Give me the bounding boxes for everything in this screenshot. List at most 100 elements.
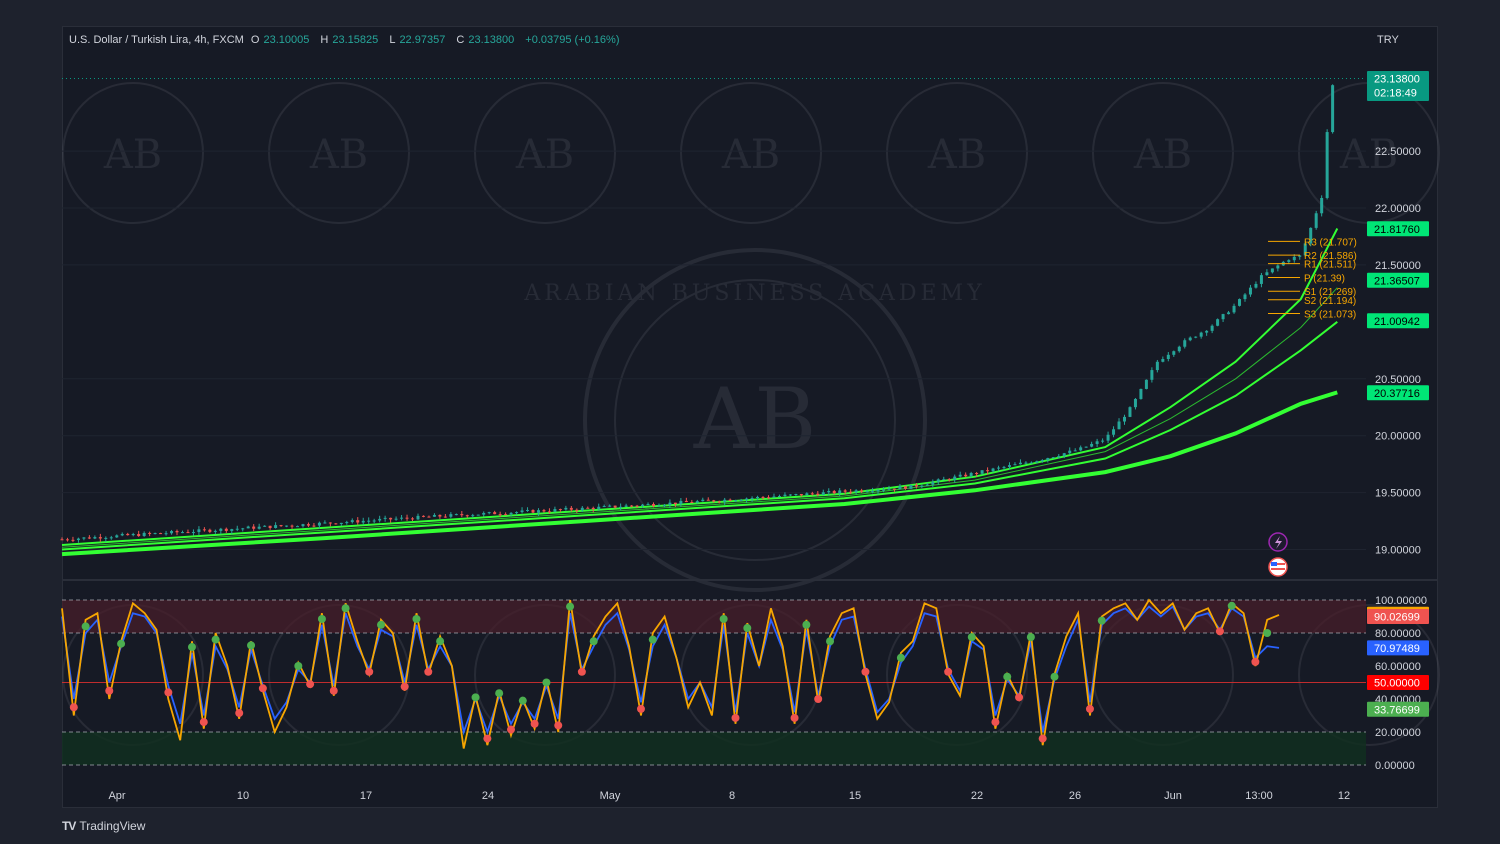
- bearish-cross-dot: [483, 734, 492, 743]
- candle-body: [241, 528, 245, 530]
- symbol-title[interactable]: U.S. Dollar / Turkish Lira, 4h, FXCM: [69, 34, 244, 46]
- candle-body: [186, 532, 190, 534]
- pivot-label: S1 (21.269): [1304, 287, 1356, 298]
- candle-body: [914, 484, 918, 487]
- candle-body: [1122, 416, 1126, 422]
- candle-body: [849, 491, 853, 493]
- candle-body: [487, 512, 491, 514]
- candle-body: [279, 525, 283, 527]
- candle-body: [1314, 213, 1318, 228]
- time-tick-label: 17: [360, 790, 372, 802]
- candle-body: [997, 467, 1001, 469]
- candle-body: [137, 534, 141, 537]
- bearish-cross-dot: [235, 709, 244, 718]
- watermark-seal-icon: [680, 82, 822, 224]
- candle-body: [1057, 456, 1061, 458]
- price-badges: 23.13800 02:18:49 21.81760 21.36507 21.00942…: [1367, 70, 1429, 717]
- price-badge: [1367, 701, 1429, 717]
- candle-body: [673, 502, 677, 505]
- candle-body: [432, 514, 436, 517]
- tradingview-brand[interactable]: TV TradingView: [62, 819, 145, 833]
- candle-body: [668, 502, 672, 506]
- candle-body: [230, 529, 234, 531]
- oscillator-tick-label: 20.00000: [1375, 727, 1421, 739]
- candle-body: [438, 514, 442, 517]
- candle-body: [1106, 434, 1110, 441]
- candle-body: [887, 488, 891, 490]
- candle-body: [1161, 359, 1165, 362]
- price-badge-label: 23.13800: [1374, 73, 1420, 85]
- candle-body: [465, 515, 469, 517]
- candle-body: [876, 489, 880, 492]
- candle-body: [1320, 197, 1324, 214]
- candle-body: [608, 505, 612, 507]
- bullish-cross-dot: [294, 662, 303, 670]
- bullish-cross-dot: [1003, 672, 1012, 681]
- candle-body: [235, 528, 239, 530]
- candle-body: [1232, 305, 1236, 313]
- candle-body: [542, 510, 546, 512]
- oscillator-tick-label: 100.00000: [1375, 595, 1427, 607]
- candle-body: [252, 526, 256, 529]
- candle-body: [1144, 379, 1148, 389]
- chart-panel[interactable]: [62, 26, 1438, 808]
- candle-body: [219, 528, 223, 531]
- candle-body: [1309, 227, 1313, 244]
- grid: [62, 77, 1438, 581]
- candle-body: [109, 537, 113, 539]
- us-flag-icon[interactable]: [1268, 557, 1288, 577]
- candle-body: [1068, 450, 1072, 454]
- lightning-icon[interactable]: [1268, 532, 1288, 552]
- candle-body: [164, 533, 168, 535]
- candle-body: [367, 520, 371, 522]
- price-tick-label: 19.00000: [1375, 545, 1421, 557]
- candle-body: [827, 490, 831, 493]
- candle-body: [553, 509, 557, 512]
- candle-body: [416, 515, 420, 520]
- candle-body: [701, 499, 705, 502]
- candle-body: [345, 522, 349, 524]
- candle-body: [493, 512, 497, 515]
- candle-body: [1035, 461, 1039, 463]
- price-badge: [1367, 675, 1429, 690]
- candle-body: [1084, 446, 1088, 448]
- bullish-cross-dot: [187, 643, 196, 652]
- oscillator-tick-label: 80.00000: [1375, 628, 1421, 640]
- candle-body: [1248, 287, 1252, 295]
- candle-body: [986, 470, 990, 472]
- candle-body: [580, 507, 584, 511]
- price-tick-label: 21.50000: [1375, 260, 1421, 272]
- candle-body: [224, 528, 228, 531]
- price-axis[interactable]: 22.50000 22.00000 21.50000 20.50000 20.00000…: [1375, 146, 1427, 772]
- bullish-cross-dot: [1050, 672, 1059, 681]
- bearish-cross-dot: [506, 725, 515, 734]
- watermark-text: ARABIAN BUSINESS ACADEMY: [523, 281, 985, 306]
- bullish-cross-dot: [518, 696, 527, 705]
- candle-body: [334, 523, 338, 525]
- candle-body: [76, 538, 80, 541]
- candle-body: [339, 522, 343, 524]
- candle-body: [777, 496, 781, 498]
- time-tick-label: 22: [971, 790, 983, 802]
- candle-body: [131, 534, 135, 536]
- bearish-cross-dot: [1251, 657, 1260, 666]
- candle-body: [1287, 260, 1291, 262]
- candle-body: [285, 525, 289, 527]
- candle-body: [767, 497, 771, 499]
- candle-body: [520, 510, 524, 513]
- candle-body: [975, 473, 979, 475]
- currency-label[interactable]: TRY: [1377, 34, 1399, 46]
- pivot-label: R2 (21.586): [1304, 251, 1357, 262]
- bullish-cross-dot: [896, 653, 905, 662]
- candle-body: [936, 479, 940, 482]
- candle-body: [317, 522, 321, 526]
- candle-body: [526, 509, 530, 511]
- candle-body: [536, 510, 540, 513]
- candle-body: [1155, 361, 1159, 371]
- moving-average-line: [61, 321, 1338, 551]
- bearish-cross-dot: [991, 718, 1000, 727]
- time-axis[interactable]: Apr 10 17 24 May 8 15 22 26 Jun 13:00 12: [108, 790, 1350, 802]
- pivot-levels: R3 (21.707) R2 (21.586)R1 (21.511) P (21.3…: [1268, 237, 1357, 321]
- stoch-k-line: [61, 598, 1280, 749]
